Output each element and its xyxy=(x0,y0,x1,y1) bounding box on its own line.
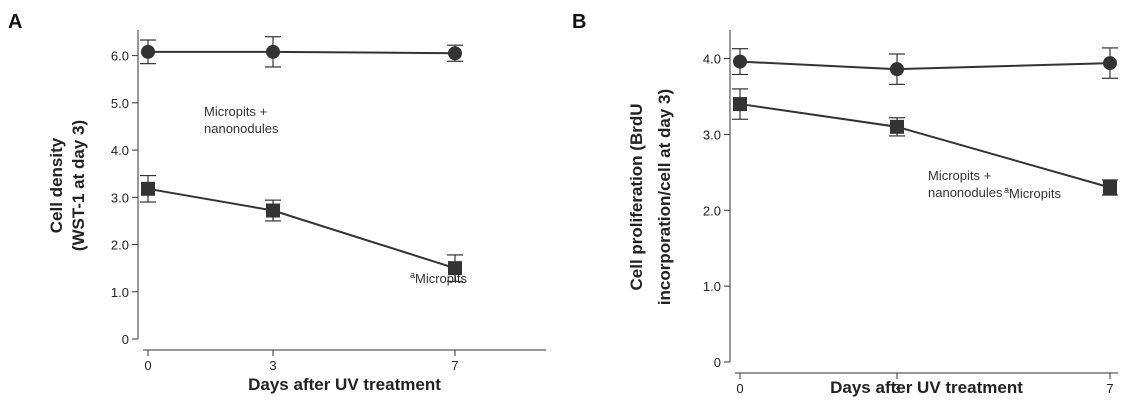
x-tick-label: 7 xyxy=(451,358,458,373)
y-tick-label: 2.0 xyxy=(703,203,721,218)
y-axis-title-line-1: Cell proliferation (BrdU xyxy=(627,103,646,290)
data-point-circle xyxy=(733,54,747,69)
data-point-circle xyxy=(890,62,904,77)
data-point-square xyxy=(733,97,747,112)
data-point-square xyxy=(266,203,280,218)
series-circle: Micropits + nanonodules xyxy=(140,36,463,136)
y-axis-title-line-1: Cell density xyxy=(47,137,66,233)
chart-panel-a: A 0 1.0 2.0 3.0 4.0 5.0 6.0 0 3 7 Days after UV tre… xyxy=(8,11,546,394)
series-line xyxy=(739,103,1111,189)
series-annotation: Micropits + xyxy=(204,104,267,119)
data-point-square xyxy=(1103,180,1117,195)
y-tick-label: 2.0 xyxy=(111,238,129,253)
x-tick-label: 3 xyxy=(893,381,900,396)
y-axis-title-line-2: (WST-1 at day 3) xyxy=(69,120,88,251)
series-line xyxy=(739,60,1111,71)
x-tick-label: 0 xyxy=(736,381,743,396)
y-tick-label: 0 xyxy=(122,332,129,347)
y-tick-label: 4.0 xyxy=(111,143,129,158)
data-point-circle xyxy=(266,44,280,59)
series-annotation: aMicropits xyxy=(1004,185,1062,201)
x-axis-title: Days after UV treatment xyxy=(248,375,441,394)
x-tick-label: 3 xyxy=(269,358,276,373)
y-tick-label: 5.0 xyxy=(111,96,129,111)
series-annotation: aMicropits xyxy=(410,270,468,286)
x-tick-label: 7 xyxy=(1106,381,1113,396)
data-point-circle xyxy=(448,46,462,61)
series-square: aMicropits xyxy=(732,88,1118,201)
panel-letter: B xyxy=(572,11,586,33)
y-tick-label: 3.0 xyxy=(703,127,721,142)
y-tick-label: 3.0 xyxy=(111,190,129,205)
data-point-square xyxy=(448,261,462,276)
series-annotation: nanonodules xyxy=(928,185,1003,200)
data-point-square xyxy=(890,119,904,134)
y-tick-label: 6.0 xyxy=(111,49,129,64)
x-tick-label: 0 xyxy=(144,358,151,373)
series-circle: Micropits + nanonodules xyxy=(732,47,1118,200)
y-tick-label: 0 xyxy=(714,355,721,370)
x-axis-title: Days after UV treatment xyxy=(830,378,1023,397)
series-square: aMicropits xyxy=(140,174,468,286)
data-point-circle xyxy=(1103,56,1117,71)
y-tick-label: 1.0 xyxy=(111,285,129,300)
y-axis-title-line-2: incorporation/cell at day 3) xyxy=(655,89,674,305)
y-tick-label: 4.0 xyxy=(703,52,721,67)
panel-letter: A xyxy=(8,11,22,33)
series-annotation: Micropits + xyxy=(928,168,991,183)
data-point-circle xyxy=(141,44,155,59)
y-tick-label: 1.0 xyxy=(703,279,721,294)
series-line xyxy=(147,187,456,270)
chart-panel-b: B 0 1.0 2.0 3.0 4.0 0 3 7 Days after UV treatment… xyxy=(572,11,1118,397)
series-annotation: nanonodules xyxy=(204,121,279,136)
data-point-square xyxy=(141,181,155,196)
series-line xyxy=(148,50,456,55)
